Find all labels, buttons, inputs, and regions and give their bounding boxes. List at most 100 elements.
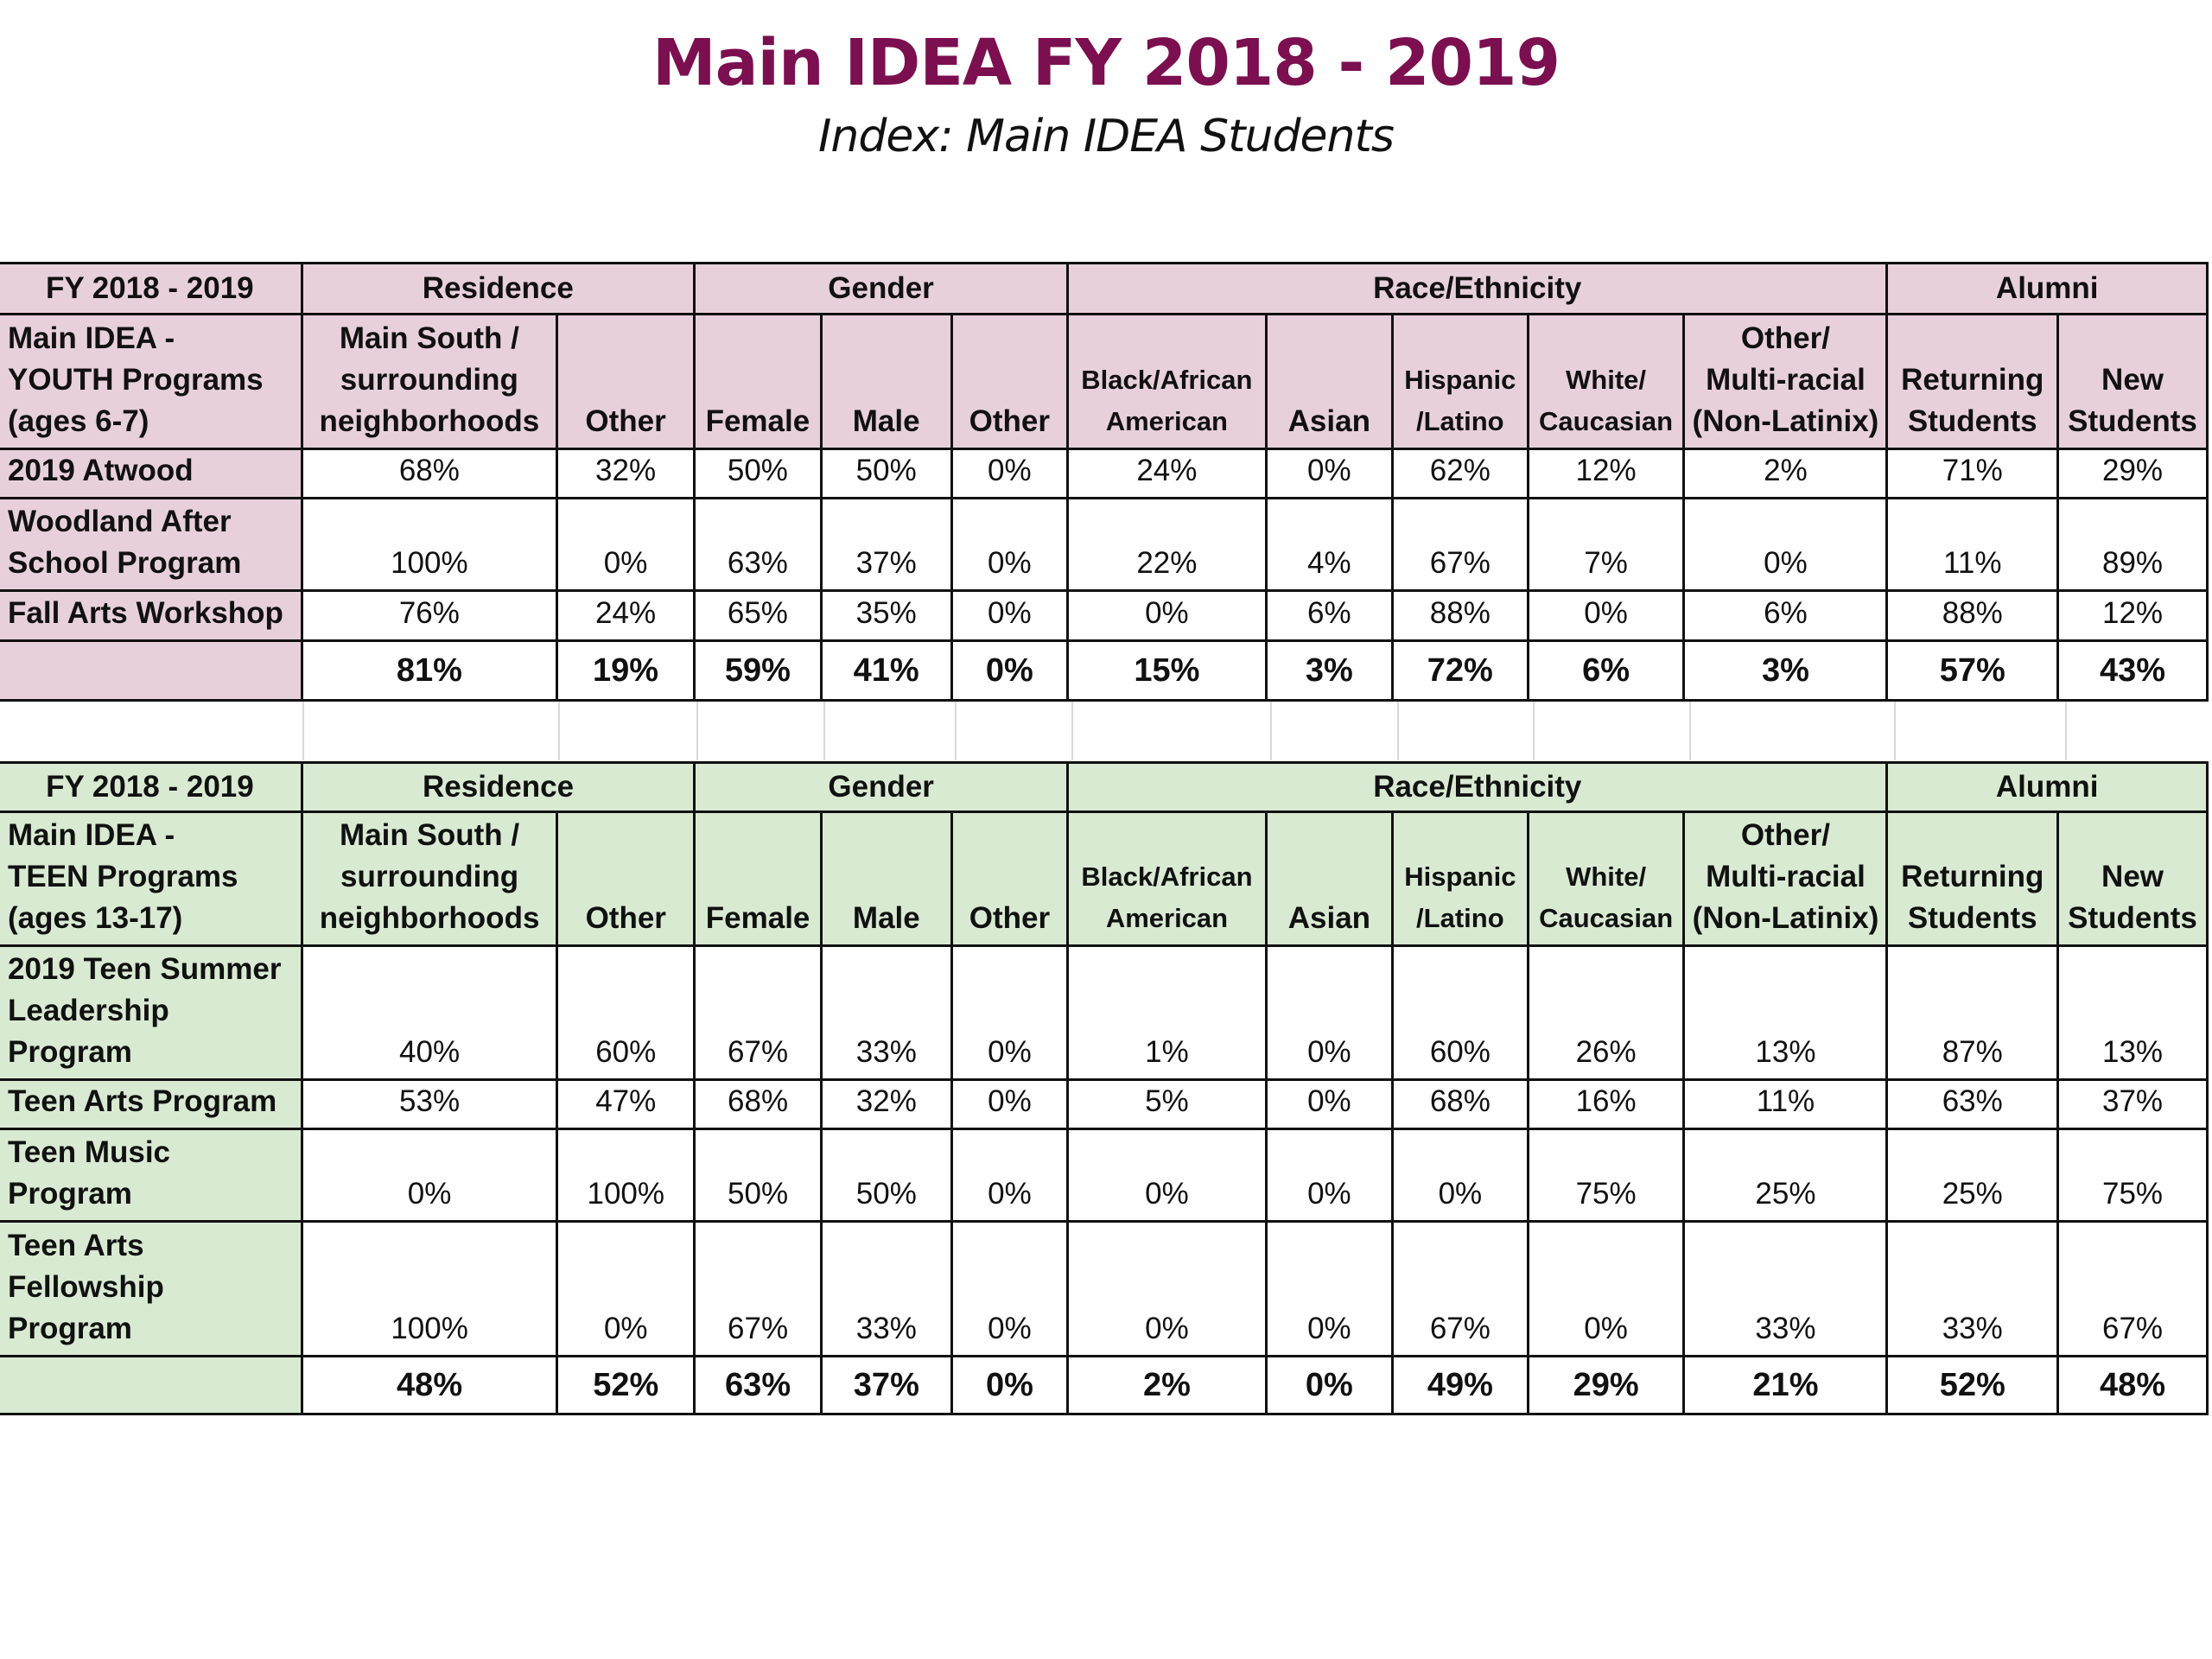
percent-cell: 71% (1885, 448, 2060, 499)
percent-cell: 60% (1391, 944, 1529, 1081)
percent-cell: 75% (2056, 1128, 2209, 1223)
text-line: Female (705, 901, 810, 935)
table-row: Teen Music Program 0% 100% 50% 50% 0% 0% 0% 0% 75%… (0, 1128, 2209, 1223)
total-percent-cell: 49% (1391, 1355, 1529, 1415)
group-header-alumni: Alumni (1885, 761, 2209, 813)
percent-cell: 65% (693, 589, 823, 642)
program-name: Teen Music Program (0, 1128, 303, 1223)
percent-cell: 0% (950, 1078, 1070, 1130)
text-line: Main IDEA - (8, 321, 175, 355)
column-header: Other (950, 313, 1070, 450)
column-header: Female (693, 810, 823, 947)
percent-cell: 63% (693, 497, 823, 592)
percent-cell: 0% (556, 497, 696, 592)
text-line: Multi-racial (1706, 363, 1866, 397)
text-line: Black/African (1081, 861, 1253, 892)
group-header-residence: Residence (300, 761, 696, 813)
group-header-alumni: Alumni (1885, 262, 2209, 315)
percent-cell: 0% (1264, 944, 1395, 1081)
percent-cell: 35% (819, 589, 953, 642)
percent-cell: 11% (1885, 497, 2060, 592)
percent-cell: 68% (300, 448, 559, 499)
total-percent-cell: 52% (556, 1355, 696, 1415)
group-header-row: FY 2018 - 2019 Residence Gender Race/Ethnic… (0, 761, 2209, 813)
column-header: Main South / surrounding neighborhoods (300, 810, 559, 947)
text-line: Leadership (8, 994, 169, 1027)
percent-cell: 88% (1390, 589, 1529, 642)
text-line: New (2101, 860, 2164, 893)
percent-cell: 22% (1066, 497, 1268, 592)
totals-label-cell (0, 639, 303, 702)
text-line: Other/ (1740, 321, 1830, 355)
percent-cell: 37% (819, 497, 953, 592)
percent-cell: 63% (1885, 1078, 2060, 1130)
total-percent-cell: 43% (2056, 639, 2209, 702)
total-percent-cell: 0% (950, 1355, 1070, 1415)
percent-cell: 0% (1264, 1220, 1395, 1357)
percent-cell: 0% (300, 1128, 559, 1223)
column-header: Other (950, 810, 1070, 947)
text-line: Program (8, 1035, 132, 1069)
table-row: 2019 Atwood 68% 32% 50% 50% 0% 24% 0% 62% 12% 2% 71… (0, 448, 2209, 499)
text-line: School Program (8, 546, 242, 580)
percent-cell: 1% (1066, 944, 1268, 1081)
percent-cell: 100% (556, 1128, 696, 1223)
text-line: American (1105, 903, 1229, 933)
table-row: Woodland After School Program 100% 0% 63% 37%… (0, 497, 2209, 592)
column-header: New Students (2056, 313, 2209, 450)
percent-cell: 6% (1682, 589, 1889, 642)
text-line: surrounding (340, 363, 518, 397)
column-header: Hispanic/Latino (1391, 810, 1529, 947)
totals-row: 48% 52% 63% 37% 0% 2% 0% 49% 29% 21% 52% 48% (0, 1355, 2209, 1415)
text-line: Other/ (1740, 818, 1830, 852)
percent-cell: 67% (693, 1220, 823, 1357)
text-line: American (1105, 406, 1228, 436)
page-subtitle: Index: Main IDEA Students (818, 111, 1395, 162)
column-header: Black/African American (1066, 810, 1268, 947)
group-header-fiscal-year: FY 2018 - 2019 (0, 761, 303, 813)
program-name: Teen Arts Fellowship Program (0, 1220, 303, 1357)
percent-cell: 47% (556, 1078, 696, 1130)
table-row: Teen Arts Fellowship Program 100% 0% 67% 33% 0%… (0, 1220, 2209, 1357)
program-name: Teen Arts Program (0, 1078, 303, 1130)
group-header-race-ethnicity: Race/Ethnicity (1066, 761, 1889, 813)
percent-cell: 0% (1526, 1220, 1686, 1357)
percent-cell: 12% (2056, 589, 2209, 642)
text-line: Hispanic (1404, 861, 1516, 892)
percent-cell: 100% (300, 497, 559, 592)
table-row: 2019 Teen Summer Leadership Program 40% 60% 6… (0, 944, 2209, 1081)
text-line: (Non-Latinix) (1692, 901, 1879, 935)
column-header: Male (819, 810, 953, 947)
text-line: Woodland After (8, 505, 232, 538)
percent-cell: 5% (1066, 1078, 1268, 1130)
column-header: Black/African American (1066, 313, 1268, 450)
percent-cell: 68% (1391, 1078, 1529, 1130)
percent-cell: 50% (819, 1128, 953, 1223)
percent-cell: 12% (1526, 448, 1686, 499)
program-name: Fall Arts Workshop (0, 589, 303, 642)
total-percent-cell: 59% (693, 639, 823, 702)
percent-cell: 0% (1066, 1220, 1268, 1357)
text-line: YOUTH Programs (8, 363, 264, 397)
percent-cell: 33% (819, 1220, 953, 1357)
text-line: 2019 Teen Summer (8, 952, 282, 986)
percent-cell: 33% (1885, 1220, 2060, 1357)
program-group-label: Main IDEA - YOUTH Programs (ages 6-7) (0, 313, 303, 450)
program-name: Woodland After School Program (0, 497, 303, 592)
column-header: Asian (1264, 313, 1394, 450)
percent-cell: 67% (1391, 1220, 1529, 1357)
text-line: neighborhoods (319, 901, 540, 935)
percent-cell: 0% (950, 448, 1070, 499)
percent-cell: 68% (693, 1078, 823, 1130)
column-header: Other/Multi-racial (Non-Latinix) (1682, 810, 1889, 947)
percent-cell: 0% (950, 1128, 1070, 1223)
text-line: TEEN Programs (8, 860, 238, 893)
text-line: White/ (1566, 365, 1647, 395)
text-line: Teen Music (8, 1135, 171, 1169)
text-line: Main South / (339, 321, 519, 355)
total-percent-cell: 48% (300, 1355, 559, 1415)
column-header: White/Caucasian (1526, 313, 1686, 450)
text-line: Program (8, 1177, 132, 1211)
total-percent-cell: 52% (1885, 1355, 2060, 1415)
column-header-row: Main IDEA - YOUTH Programs (ages 6-7) Main … (0, 313, 2209, 450)
